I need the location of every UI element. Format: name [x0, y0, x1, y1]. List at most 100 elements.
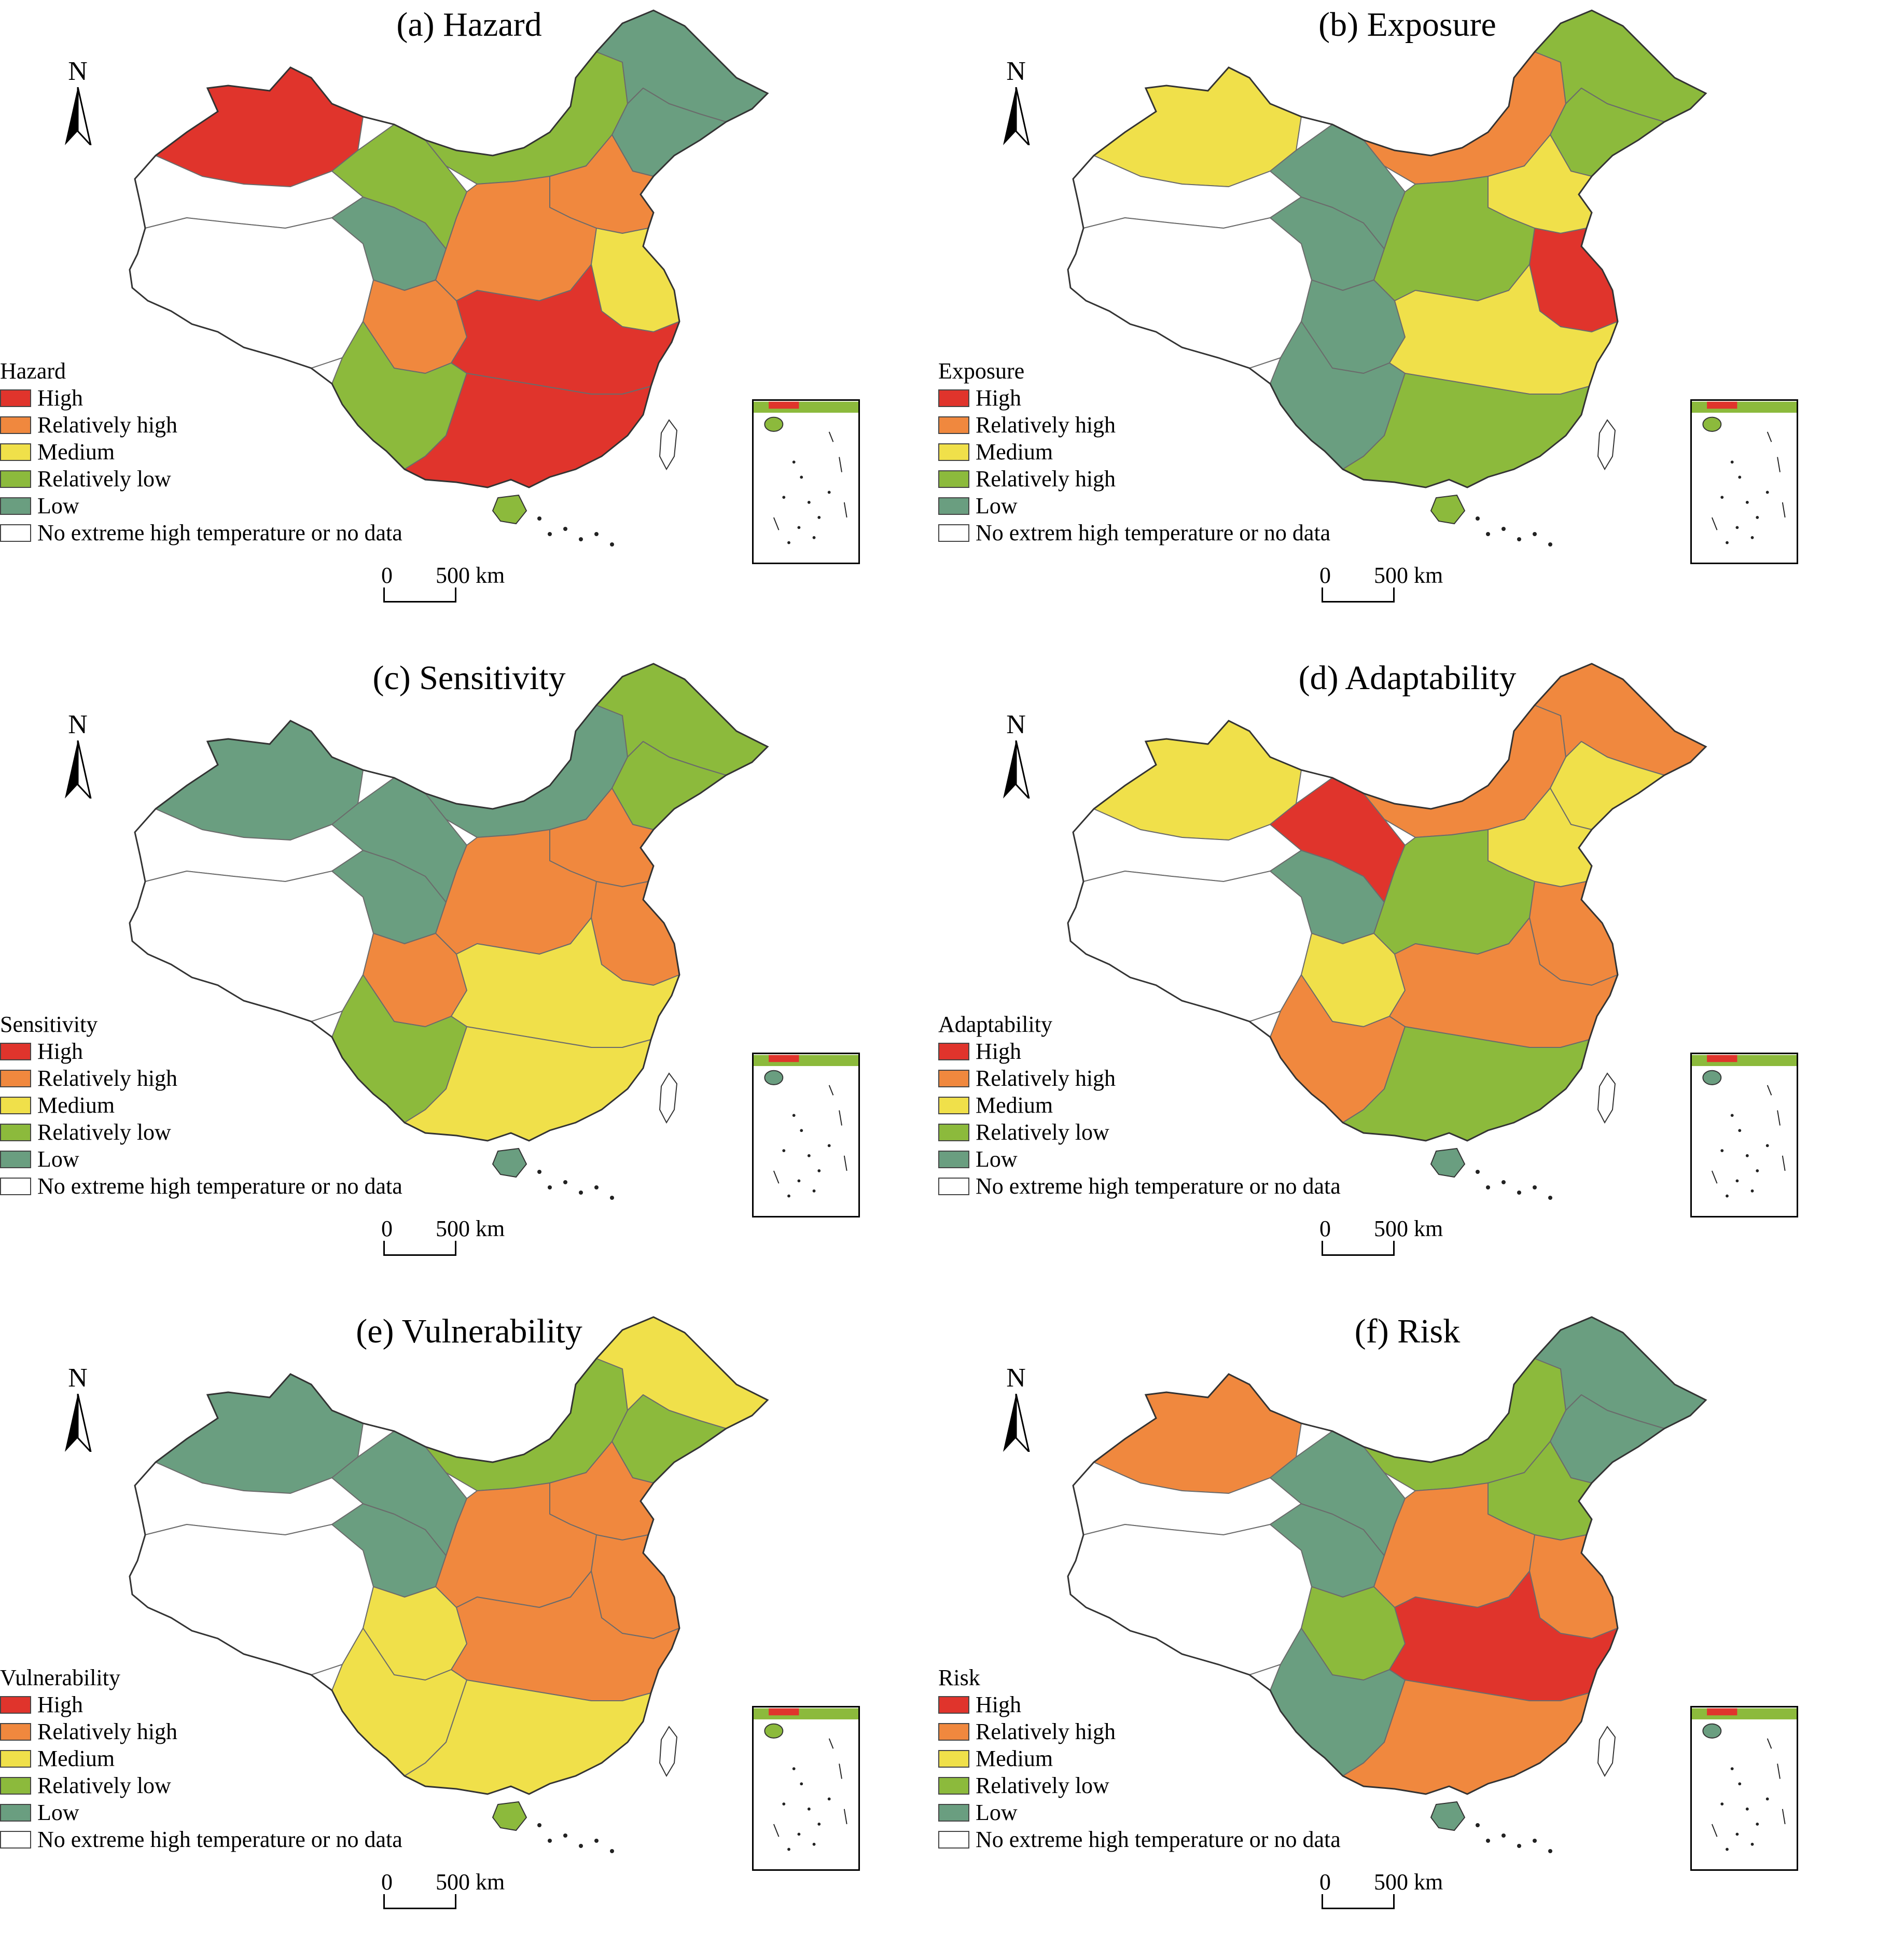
legend-label: No extreme high temperature or no data	[37, 1173, 402, 1199]
legend-item: Medium	[938, 439, 1330, 466]
legend-swatch	[938, 1124, 969, 1141]
island-dot	[1476, 1823, 1480, 1827]
region-tibet	[129, 871, 374, 1022]
region-hainan	[492, 1801, 527, 1831]
region-xinjiang-n	[1093, 67, 1302, 187]
legend-label: No extreme high temperature or no data	[37, 520, 402, 545]
island-dot	[1517, 1191, 1521, 1195]
island-dot	[1501, 1833, 1506, 1838]
legend-label: Relatively low	[37, 1119, 171, 1145]
map-title: (d) Adaptability	[1298, 659, 1517, 697]
panel-sensitivity: (c) Sensitivity N Sensitivity High Relativel…	[0, 653, 938, 1307]
north-arrow: N	[993, 710, 1039, 799]
island-dot	[1501, 1180, 1506, 1184]
island-dot	[537, 1170, 541, 1174]
legend-swatch	[0, 1070, 31, 1087]
legend-item: Relatively low	[0, 466, 402, 493]
legend-item: No extrem high temperature or no data	[938, 520, 1330, 547]
legend-label: Low	[976, 1800, 1018, 1825]
country-outline	[129, 9, 769, 488]
country-outline	[1067, 1316, 1707, 1795]
scale-bar: 0 500 km	[1319, 1869, 1454, 1916]
island-dot	[1533, 532, 1537, 536]
south-china-sea-inset	[752, 1706, 860, 1871]
legend-label: No extreme high temperature or no data	[976, 1173, 1341, 1199]
legend-swatch	[0, 1831, 31, 1849]
island-dot	[1486, 1839, 1490, 1843]
legend-swatch	[938, 1097, 969, 1114]
legend-swatch	[938, 416, 969, 434]
legend-label: Low	[37, 1146, 79, 1172]
china-map	[129, 9, 769, 547]
legend-label: Relatively high	[976, 412, 1116, 438]
legend-swatch	[0, 1151, 31, 1168]
region-taiwan	[1597, 1072, 1616, 1124]
region-tibet	[129, 1524, 374, 1675]
region-taiwan	[1597, 419, 1616, 471]
region-tibet	[129, 217, 374, 369]
country-outline	[129, 663, 769, 1142]
legend-item: Medium	[0, 439, 402, 466]
legend-item: Relatively high	[0, 1065, 402, 1092]
scale-bar: 0 500 km	[381, 563, 516, 609]
scale-zero-label: 0	[1319, 1869, 1331, 1895]
legend: Exposure High Relatively high Medium Relativ…	[938, 358, 1330, 547]
legend-swatch	[938, 1723, 969, 1741]
north-arrow-icon	[65, 87, 92, 145]
north-label: N	[68, 1363, 88, 1393]
region-tibet	[1067, 1524, 1312, 1675]
region-taiwan	[659, 1726, 678, 1777]
scale-bar-line	[383, 1894, 456, 1909]
legend-item: High	[938, 1691, 1341, 1718]
legend-swatch	[938, 524, 969, 542]
region-hainan	[492, 1147, 527, 1178]
map-title: (f) Risk	[1354, 1312, 1461, 1350]
legend: Vulnerability High Relatively high Medium Re…	[0, 1664, 402, 1853]
panel-vulnerability: (e) Vulnerability N Vulnerability High Relat…	[0, 1307, 938, 1960]
island-dot	[579, 1191, 583, 1195]
legend: Hazard High Relatively high Medium Relativel…	[0, 358, 402, 547]
panel-risk: (f) Risk N Risk High Relatively high Medium Re…	[938, 1307, 1876, 1960]
island-dot	[579, 1844, 583, 1848]
scale-bar: 0 500 km	[381, 1869, 516, 1916]
legend-label: Low	[37, 1800, 79, 1825]
region-taiwan	[1597, 1726, 1616, 1777]
legend-swatch	[938, 1804, 969, 1822]
legend-item: High	[0, 385, 402, 412]
legend-label: Medium	[976, 439, 1053, 465]
legend-label: Relatively high	[37, 1719, 178, 1744]
north-arrow-icon	[1003, 87, 1030, 145]
country-outline	[1067, 663, 1707, 1142]
legend-label: Medium	[976, 1093, 1053, 1118]
legend-label: High	[37, 1692, 83, 1717]
island-dot	[548, 532, 552, 536]
legend-item: Relatively low	[938, 1772, 1341, 1799]
legend-item: No extreme high temperature or no data	[0, 520, 402, 547]
legend-swatch	[0, 1777, 31, 1795]
legend-swatch	[938, 1043, 969, 1060]
legend-item: No extreme high temperature or no data	[938, 1173, 1341, 1200]
island-dot	[610, 1196, 614, 1200]
legend-swatch	[938, 443, 969, 461]
china-map	[1067, 663, 1707, 1200]
map-title: (a) Hazard	[396, 6, 542, 44]
legend-item: Relatively low	[0, 1772, 402, 1799]
north-label: N	[68, 57, 88, 86]
south-china-sea-inset	[1690, 1053, 1798, 1217]
country-outline	[129, 1316, 769, 1795]
scale-bar: 0 500 km	[381, 1216, 516, 1263]
legend-title: Adaptability	[938, 1012, 1052, 1037]
legend-label: No extreme high temperature or no data	[976, 1827, 1341, 1852]
scale-bar-line	[383, 1241, 456, 1256]
legend-swatch	[938, 1777, 969, 1795]
island-dot	[537, 516, 541, 521]
legend-label: High	[976, 385, 1021, 411]
legend-item: High	[0, 1038, 402, 1065]
legend-item: No extreme high temperature or no data	[0, 1173, 402, 1200]
legend-item: Low	[0, 1799, 402, 1826]
legend-swatch	[938, 497, 969, 515]
legend-label: Medium	[37, 1093, 115, 1118]
south-china-sea-inset	[752, 1053, 860, 1217]
legend-item: Relatively high	[938, 466, 1330, 493]
legend-title: Risk	[938, 1665, 980, 1690]
